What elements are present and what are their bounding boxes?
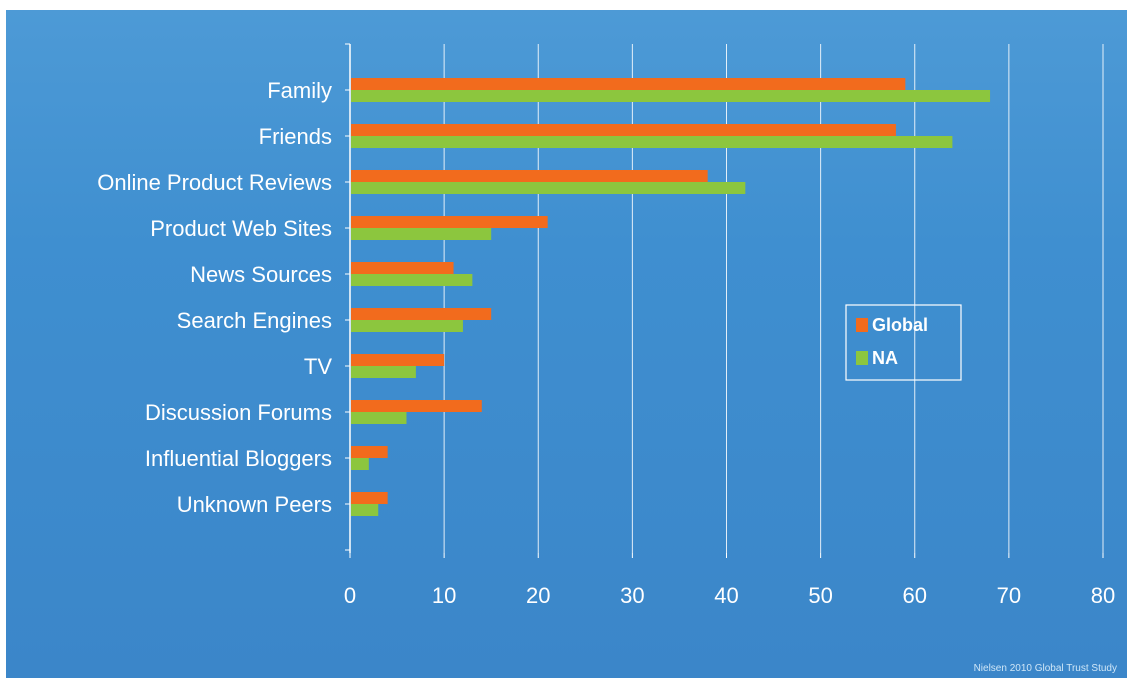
bar-global-online-product-reviews (351, 170, 708, 182)
bar-na-search-engines (351, 320, 463, 332)
legend-box (845, 304, 962, 381)
chart-area: 0 10 20 30 40 50 60 70 80 Family Friends Online Pro… (6, 10, 1127, 678)
bar-global-friends (351, 124, 896, 136)
bar-global-discussion-forums (351, 400, 482, 412)
bar-global-product-web-sites (351, 216, 548, 228)
y-tick-label-product-web-sites: Product Web Sites (150, 216, 332, 241)
legend-swatch-global (856, 318, 868, 332)
bar-global-tv (351, 354, 445, 366)
bar-na-family (351, 90, 991, 102)
legend-swatch-na (856, 351, 868, 365)
bar-global-influential-bloggers (351, 446, 388, 458)
gridlines (443, 44, 1104, 553)
x-tick-label-10: 10 (432, 583, 456, 608)
x-tick-label-40: 40 (714, 583, 738, 608)
bar-na-tv (351, 366, 416, 378)
bar-na-discussion-forums (351, 412, 407, 424)
bar-global-unknown-peers (351, 492, 388, 504)
x-tick-label-80: 80 (1091, 583, 1115, 608)
axes: 0 10 20 30 40 50 60 70 80 Family Friends Online Pro… (97, 43, 1115, 608)
x-tick-label-30: 30 (620, 583, 644, 608)
x-tick-label-70: 70 (997, 583, 1021, 608)
x-tick-label-20: 20 (526, 583, 550, 608)
bar-global-family (351, 78, 906, 90)
x-tick-label-60: 60 (903, 583, 927, 608)
bar-na-influential-bloggers (351, 458, 369, 470)
y-tick-label-unknown-peers: Unknown Peers (177, 492, 332, 517)
bar-global-search-engines (351, 308, 492, 320)
x-tick-label-50: 50 (808, 583, 832, 608)
y-tick-label-tv: TV (304, 354, 332, 379)
y-tick-label-friends: Friends (259, 124, 332, 149)
y-tick-label-news-sources: News Sources (190, 262, 332, 287)
bar-na-friends (351, 136, 953, 148)
bar-na-news-sources (351, 274, 473, 286)
source-note: Nielsen 2010 Global Trust Study (973, 663, 1117, 674)
bar-na-unknown-peers (351, 504, 379, 516)
bar-na-online-product-reviews (351, 182, 746, 194)
y-tick-label-discussion-forums: Discussion Forums (145, 400, 332, 425)
y-tick-label-online-product-reviews: Online Product Reviews (97, 170, 332, 195)
y-tick-label-family: Family (267, 78, 332, 103)
legend: Global NA (845, 304, 962, 381)
bars (351, 78, 991, 516)
legend-label-global: Global (872, 315, 928, 335)
x-tick-label-0: 0 (344, 583, 356, 608)
bar-na-product-web-sites (351, 228, 492, 240)
bar-global-news-sources (351, 262, 454, 274)
legend-label-na: NA (872, 348, 898, 368)
y-tick-label-search-engines: Search Engines (177, 308, 332, 333)
bar-chart: 0 10 20 30 40 50 60 70 80 Family Friends Online Pro… (97, 43, 1115, 608)
y-tick-label-influential-bloggers: Influential Bloggers (145, 446, 332, 471)
